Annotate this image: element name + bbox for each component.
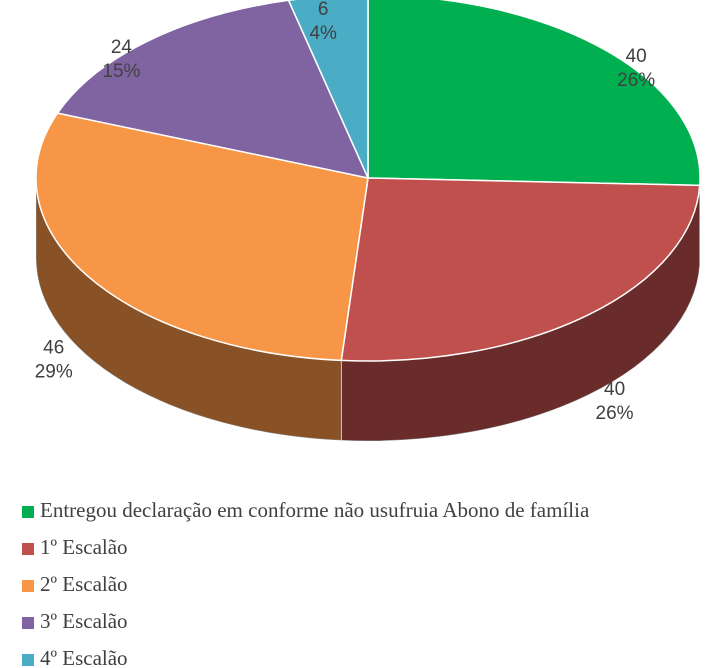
pie-side-shade	[36, 178, 342, 441]
legend-label: 1º Escalão	[40, 535, 128, 559]
data-label: 15%	[102, 61, 140, 82]
data-label: 4%	[309, 23, 337, 44]
data-label: 29%	[35, 362, 73, 383]
data-label: 40	[604, 379, 625, 400]
legend-label: 2º Escalão	[40, 572, 128, 596]
pie-slice	[56, 0, 370, 180]
pie-side-shade	[341, 185, 700, 441]
pie-slice	[340, 177, 701, 362]
data-label: 40	[626, 46, 647, 67]
data-label: 6	[318, 0, 329, 20]
legend-label: Entregou declaração em conforme não usuf…	[40, 498, 590, 522]
data-label: 46	[43, 338, 64, 359]
data-label: 26%	[617, 70, 655, 91]
legend-label: 4º Escalão	[40, 646, 128, 668]
legend-swatch	[22, 506, 34, 518]
legend-label: 3º Escalão	[40, 609, 128, 633]
pie-slice	[367, 0, 701, 187]
data-label: 24	[111, 37, 133, 58]
legend-swatch	[22, 654, 34, 666]
pie-slice	[287, 0, 369, 179]
legend-swatch	[22, 543, 34, 555]
legend-swatch	[22, 580, 34, 592]
data-label: 26%	[596, 403, 634, 424]
pie-slice	[35, 112, 369, 362]
legend-swatch	[22, 617, 34, 629]
